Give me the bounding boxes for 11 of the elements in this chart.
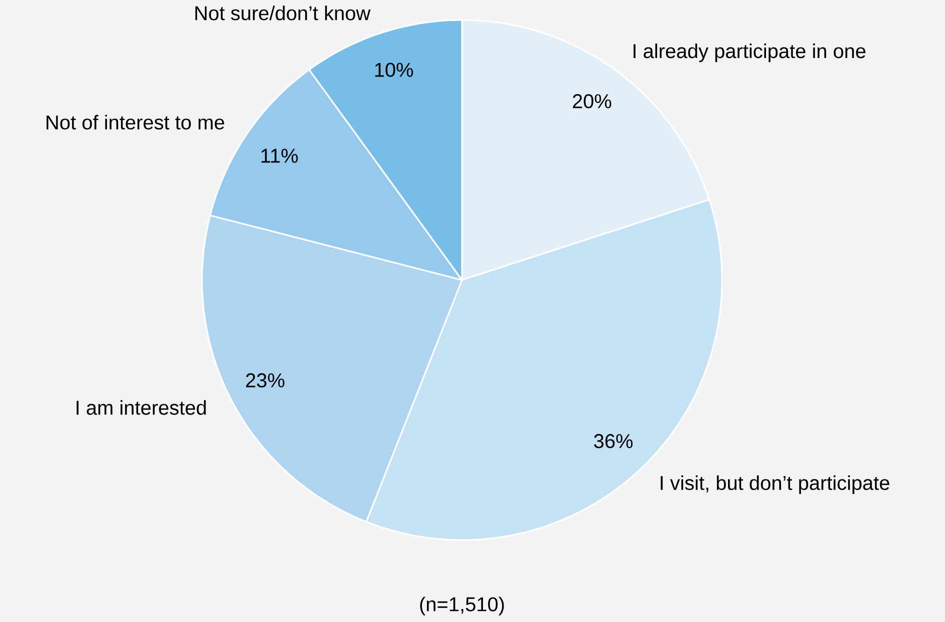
data-label: 36% bbox=[594, 434, 633, 448]
data-label: 23% bbox=[246, 373, 284, 388]
data-label: 20% bbox=[572, 94, 612, 108]
slice-label: I already participate in one bbox=[634, 44, 866, 62]
text: (n=1,510) bbox=[420, 596, 504, 616]
data-label: 11% bbox=[261, 148, 298, 163]
slice-label: Not of interest to me bbox=[46, 114, 224, 130]
slice-label: I am interested bbox=[76, 400, 206, 415]
slice-label: Not sure/don’t know bbox=[195, 6, 371, 20]
slice-label: I visit, but don’t participate bbox=[660, 475, 890, 494]
data-label: 10% bbox=[375, 62, 414, 77]
